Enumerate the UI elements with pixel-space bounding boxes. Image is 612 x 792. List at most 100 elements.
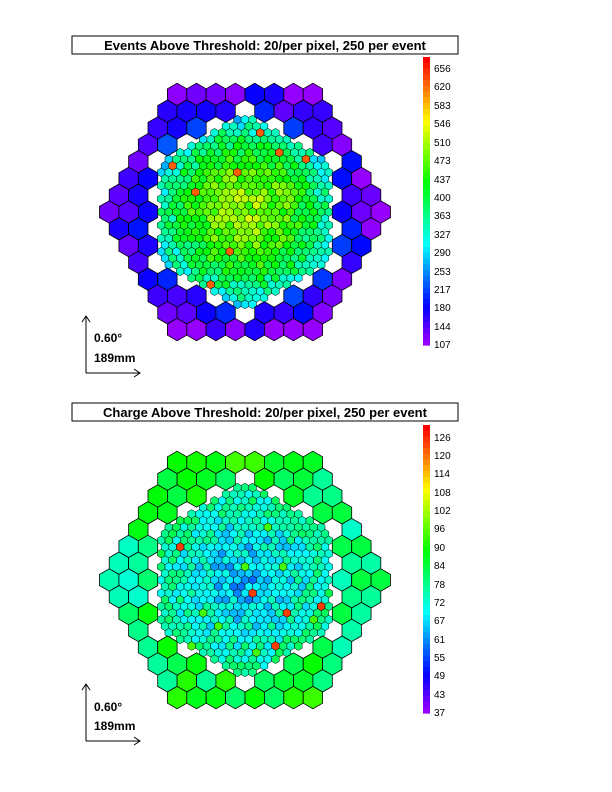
colorbar-segment [423,586,430,593]
camera-pixel [187,641,196,651]
colorbar-segment [423,569,430,576]
colorbar-segment [423,201,430,208]
camera-pixel [164,628,173,638]
colorbar-tick: 90 [434,543,446,554]
colorbar-tick: 78 [434,580,446,591]
camera-pixel [294,273,303,283]
colorbar-segment [423,241,430,248]
colorbar-segment [423,270,430,277]
colorbar-segment [423,603,430,610]
colorbar-segment [423,482,430,489]
colorbar-segment [423,68,430,75]
colorbar-segment [423,160,430,168]
colorbar-segment [423,264,430,271]
charge-colorbar [423,425,430,714]
colorbar-segment [423,103,430,110]
colorbar-segment [423,425,430,432]
camera-pixel [210,286,219,296]
colorbar-tick: 327 [434,230,451,241]
colorbar-segment [423,252,430,260]
colorbar-segment [423,287,430,294]
colorbar-segment [423,638,430,645]
colorbar-segment [423,511,430,518]
colorbar-segment [423,91,430,98]
colorbar-tick: 510 [434,138,451,149]
camera-pixel [305,634,314,645]
colorbar-segment [423,275,430,283]
scale-arrowhead-up [81,315,91,323]
colorbar-segment [423,298,430,306]
colorbar-tick: 620 [434,82,451,93]
camera-pixel [215,99,236,123]
colorbar-segment [423,316,430,323]
events-colorbar-ticks: 656 620 583 546 510 473 437 400 363 327 … [434,64,451,351]
colorbar-segment [423,574,430,582]
colorbar-segment [423,471,430,478]
colorbar-segment [423,545,430,553]
colorbar-tick: 363 [434,211,451,222]
colorbar-segment [423,212,430,219]
camera-pixel [294,641,303,651]
colorbar-segment [423,310,430,317]
colorbar-segment [423,218,430,225]
colorbar-tick: 114 [434,469,450,480]
scale-angle-label: 0.60° [94,700,122,714]
colorbar-segment [423,448,430,455]
camera-pixel [210,654,219,664]
colorbar-segment [423,339,430,346]
colorbar-segment [423,643,430,651]
charge-title: Charge Above Threshold: 20/per pixel, 25… [103,405,428,420]
colorbar-tick: 108 [434,488,451,499]
camera-pixel [317,628,326,638]
colorbar-segment [423,563,430,570]
colorbar-segment [423,655,430,662]
charge-panel: Charge Above Threshold: 20/per pixel, 25… [71,402,459,746]
camera-pixel [259,661,269,671]
colorbar-segment [423,672,430,680]
colorbar-segment [423,224,430,231]
camera-pixel [240,299,250,310]
colorbar-segment [423,517,430,524]
charge-colorbar-ticks: 126 120 114 108 102 96 90 84 78 72 67 61… [434,433,451,719]
camera-pixel [176,634,185,645]
colorbar-segment [423,149,430,156]
colorbar-segment [423,488,430,495]
colorbar-segment [423,540,430,547]
colorbar-segment [423,597,430,605]
colorbar-tick: 656 [434,64,451,75]
colorbar-segment [423,436,430,443]
colorbar-segment [423,609,430,616]
colorbar-segment [423,528,430,536]
events-scale-indicator: 0.60° 189mm [81,315,141,378]
colorbar-segment [423,678,430,685]
charge-title-box [71,402,459,422]
colorbar-segment [423,183,430,191]
colorbar-segment [423,592,430,599]
colorbar-segment [423,154,430,162]
colorbar-segment [423,649,430,656]
colorbar-tick: 400 [434,193,451,204]
colorbar-segment [423,293,430,300]
colorbar-segment [423,62,430,70]
colorbar-segment [423,505,430,512]
colorbar-segment [423,120,430,127]
colorbar-segment [423,459,430,466]
colorbar-segment [423,689,430,697]
colorbar-segment [423,258,430,265]
events-title: Events Above Threshold: 20/per pixel, 25… [104,38,426,53]
camera-pixel [187,273,196,283]
camera-pixel [240,667,250,678]
colorbar-tick: 67 [434,616,446,627]
camera-pixel [186,484,207,508]
colorbar-segment [423,85,430,93]
colorbar-segment [423,620,430,628]
colorbar-segment [423,701,430,708]
colorbar-segment [423,551,430,559]
camera-pixel [215,467,236,491]
colorbar-segment [423,557,430,564]
colorbar-segment [423,108,430,116]
colorbar-segment [423,453,430,461]
colorbar-segment [423,189,430,196]
charge-camera-pixels [99,450,391,710]
